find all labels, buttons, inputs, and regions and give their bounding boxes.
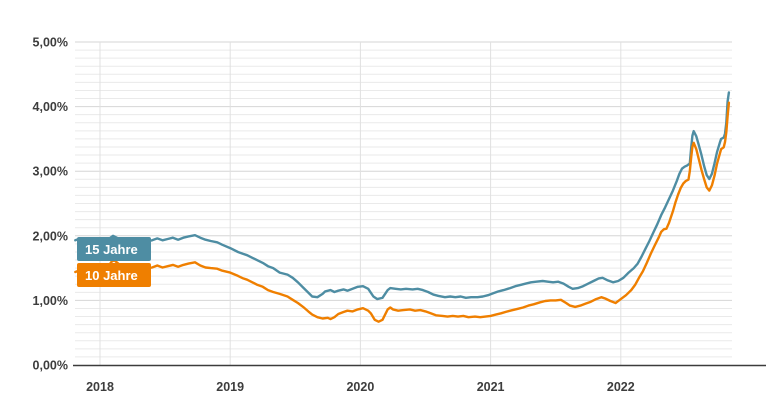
y-tick-label: 4,00% (33, 100, 68, 114)
x-tick-label: 2018 (86, 380, 114, 394)
y-tick-label: 5,00% (33, 36, 68, 50)
line-15-jahre (74, 91, 731, 301)
series-label-15-jahre-text: 15 Jahre (85, 241, 138, 257)
y-tick-label: 2,00% (33, 229, 68, 243)
line-10-jahre (74, 101, 731, 323)
y-tick-label: 3,00% (33, 165, 68, 179)
x-tick-label: 2022 (607, 380, 635, 394)
x-tick-label: 2021 (477, 380, 505, 394)
y-tick-label: 1,00% (33, 294, 68, 308)
series-label-15-jahre: 15 Jahre (77, 237, 151, 261)
x-tick-label: 2019 (216, 380, 244, 394)
series-label-10-jahre-text: 10 Jahre (85, 267, 138, 283)
y-tick-label: 0,00% (33, 359, 68, 373)
series-label-10-jahre: 10 Jahre (77, 263, 151, 287)
x-tick-label: 2020 (346, 380, 374, 394)
